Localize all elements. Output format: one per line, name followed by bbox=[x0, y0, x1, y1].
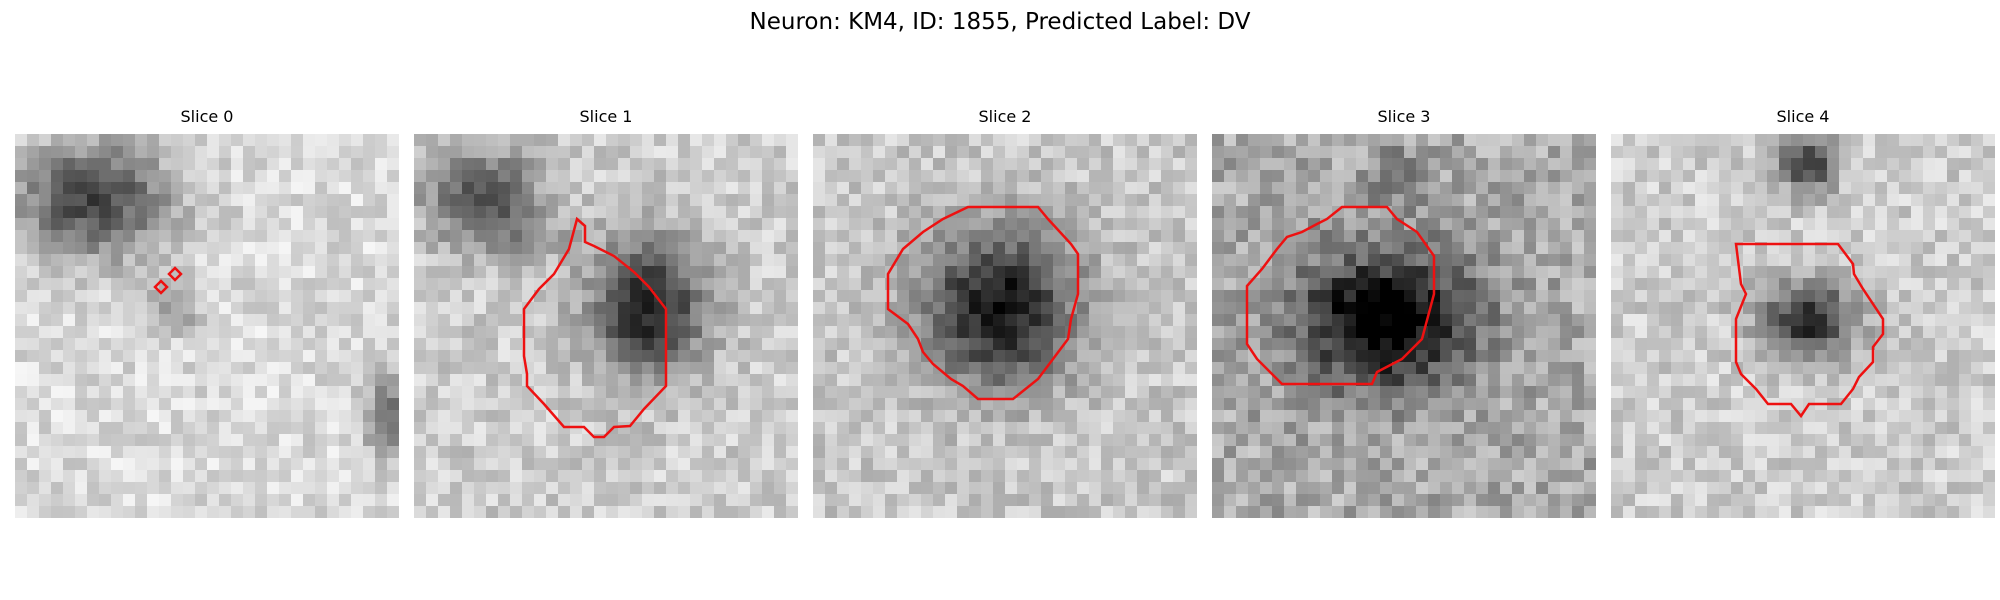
slice-image-0 bbox=[15, 134, 399, 518]
slice-image-4 bbox=[1611, 134, 1995, 518]
roi-contour bbox=[167, 266, 183, 282]
slice-title-4: Slice 4 bbox=[1776, 107, 1830, 126]
roi-contour bbox=[886, 205, 1080, 401]
slice-title-3: Slice 3 bbox=[1377, 107, 1431, 126]
roi-contour bbox=[153, 279, 169, 295]
slice-title-2: Slice 2 bbox=[978, 107, 1032, 126]
roi-contour bbox=[1734, 242, 1885, 419]
roi-contour bbox=[1245, 205, 1436, 386]
slice-title-1: Slice 1 bbox=[579, 107, 633, 126]
slice-image-2 bbox=[813, 134, 1197, 518]
slice-image-1 bbox=[414, 134, 798, 518]
slice-title-0: Slice 0 bbox=[180, 107, 234, 126]
roi-contour bbox=[522, 216, 668, 439]
slice-image-3 bbox=[1212, 134, 1596, 518]
figure-title: Neuron: KM4, ID: 1855, Predicted Label: … bbox=[749, 9, 1251, 35]
